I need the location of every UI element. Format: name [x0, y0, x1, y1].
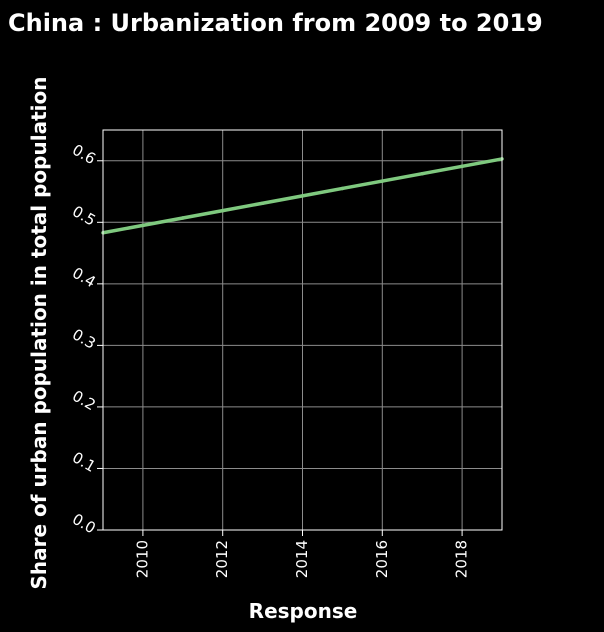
y-tick-label: 0.5 — [69, 202, 99, 230]
x-tick-label: 2014 — [293, 540, 311, 578]
x-tick-label: 2016 — [373, 540, 391, 578]
data-point — [141, 223, 145, 228]
y-tick-label: 0.2 — [69, 387, 99, 415]
x-tick-label: 2018 — [453, 540, 471, 578]
ticks: 2010 2012 2014 2016 2018 0.0 0.1 0.2 0.3 0.4 0.5 0.… — [69, 141, 471, 579]
data-point — [420, 171, 424, 176]
data-point — [181, 216, 185, 220]
data-point — [260, 201, 265, 205]
data-point — [300, 194, 305, 198]
data-point — [340, 186, 345, 191]
data-point — [460, 164, 464, 169]
y-tick-label: 0.6 — [69, 141, 99, 169]
y-tick-label: 0.0 — [69, 510, 99, 538]
x-tick-label: 2012 — [213, 540, 231, 578]
x-axis-label: Response — [249, 599, 358, 623]
y-axis-label: Share of urban population in total popul… — [27, 77, 51, 590]
grid — [103, 130, 502, 531]
y-tick-label: 0.4 — [69, 264, 99, 292]
chart-title: China : Urbanization from 2009 to 2019 — [8, 9, 543, 37]
x-tick-label: 2010 — [133, 540, 151, 578]
data-point — [380, 179, 385, 183]
data-point — [220, 208, 225, 213]
y-tick-label: 0.1 — [69, 448, 99, 476]
series-layer — [101, 157, 504, 235]
y-tick-label: 0.3 — [69, 325, 99, 353]
